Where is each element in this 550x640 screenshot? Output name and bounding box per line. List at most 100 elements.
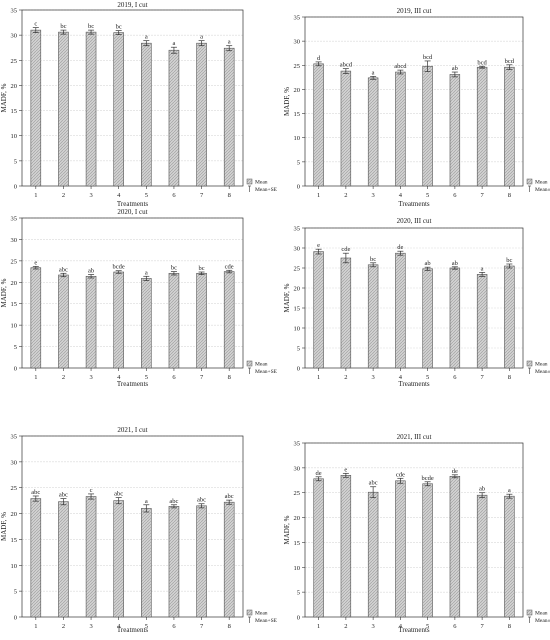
significance-label: abc [59,266,68,273]
x-tick-label: 1 [317,374,320,381]
x-tick-label: 3 [372,623,375,630]
bar [313,478,324,618]
bar [196,505,207,618]
plot-frame [21,9,244,187]
y-tick-label: 30 [294,465,301,472]
significance-label: abc [197,497,206,504]
x-tick-label: 7 [200,623,204,630]
x-tick-label: 1 [34,623,37,630]
bar [196,42,207,187]
plot-frame [21,217,244,369]
bar [422,268,433,369]
significance-label: bcde [113,264,125,271]
y-tick-label: 20 [294,87,301,94]
y-tick-label: 25 [294,490,301,497]
significance-label: abcd [340,62,353,69]
legend-swatch-mean [526,609,533,616]
y-tick-label: 20 [11,511,18,518]
bar [422,65,433,187]
y-tick-label: 15 [11,301,18,308]
y-tick-label: 20 [294,515,301,522]
plot-frame [304,227,524,369]
y-axis-label: MADF, % [0,83,8,112]
y-tick-label: 30 [11,237,18,244]
x-tick-label: 3 [89,374,92,381]
chart-title: 2021, III cut [397,433,432,441]
y-tick-label: 10 [294,565,301,572]
y-tick-label: 10 [11,133,18,140]
significance-label: a [228,39,231,46]
y-tick-label: 15 [294,540,301,547]
x-tick-label: 7 [481,374,485,381]
bar [141,508,152,618]
legend-label-se: Mean±SE [535,187,550,193]
y-tick-label: 15 [11,537,18,544]
y-axis-label: MADF, % [0,512,8,541]
y-tick-label: 25 [294,63,301,70]
legend-label-mean: Mean [255,362,268,368]
bar [30,267,42,369]
y-tick-label: 20 [11,83,18,90]
x-tick-label: 3 [89,623,92,630]
bar [223,47,235,187]
bar [168,506,180,618]
chart-title: 2019, I cut [117,1,147,9]
bar [30,29,42,187]
chart-panel-2: 0 5 10 15 20 25 30 35 d 1 abcd 2 a 3 abcd 4 bcd 5 ab 6 bcd 7 b… [283,7,550,208]
y-tick-label: 35 [294,441,301,448]
x-tick-label: 7 [481,623,485,630]
y-tick-label: 25 [11,58,18,65]
significance-label: bc [171,265,177,272]
x-tick-label: 8 [508,192,511,199]
chart-panel-3: 0 5 10 15 20 25 30 35 e 1 abc 2 ab 3 bcde 4 a 5 bc 6 bc 7 cde 8… [0,208,278,388]
x-tick-label: 1 [317,192,320,199]
legend-swatch-mean [246,609,253,616]
y-tick-label: 5 [14,158,17,165]
x-tick-label: 3 [372,192,375,199]
significance-label: bc [198,265,204,272]
x-tick-label: 5 [145,623,148,630]
bar [113,271,124,369]
y-tick-label: 5 [297,346,300,353]
y-tick-label: 0 [14,184,17,191]
x-tick-label: 3 [372,374,375,381]
significance-label: ab [452,260,458,267]
y-tick-label: 30 [11,459,18,466]
x-tick-label: 8 [508,623,511,630]
bar [504,265,515,369]
y-tick-label: 30 [11,33,18,40]
significance-label: abc [59,492,68,499]
legend-label-se: Mean+SE [255,187,278,193]
significance-label: a [372,69,375,76]
chart-title: 2020, I cut [117,208,147,216]
significance-label: de [397,244,403,251]
chart-panel-5: 0 5 10 15 20 25 30 35 abc 1 abc 2 c 3 abc 4 a 5 abc 6 abc 7 ab… [0,426,278,634]
significance-label: cde [225,263,234,270]
x-tick-label: 5 [426,374,429,381]
y-tick-label: 10 [11,323,18,330]
bar [367,491,379,618]
significance-label: a [481,265,484,272]
significance-label: abcd [394,63,407,70]
bar [395,71,406,187]
bar [476,494,488,618]
y-tick-label: 5 [297,159,300,166]
significance-label: bcde [421,475,433,482]
y-tick-label: 35 [11,8,18,15]
bar [476,66,488,187]
significance-label: a [508,487,511,494]
significance-label: bcd [423,54,433,61]
bar [30,498,42,618]
significance-label: bcd [477,59,487,66]
legend-label-mean: Mean [535,362,548,368]
significance-label: c [34,21,37,28]
y-axis-label: MADF, % [283,283,291,312]
significance-label: abc [225,493,234,500]
x-tick-label: 4 [399,192,403,199]
y-tick-label: 35 [294,15,301,22]
x-tick-label: 6 [172,374,176,381]
y-tick-label: 0 [297,366,300,373]
significance-label: ab [479,486,485,493]
bar [367,264,379,369]
